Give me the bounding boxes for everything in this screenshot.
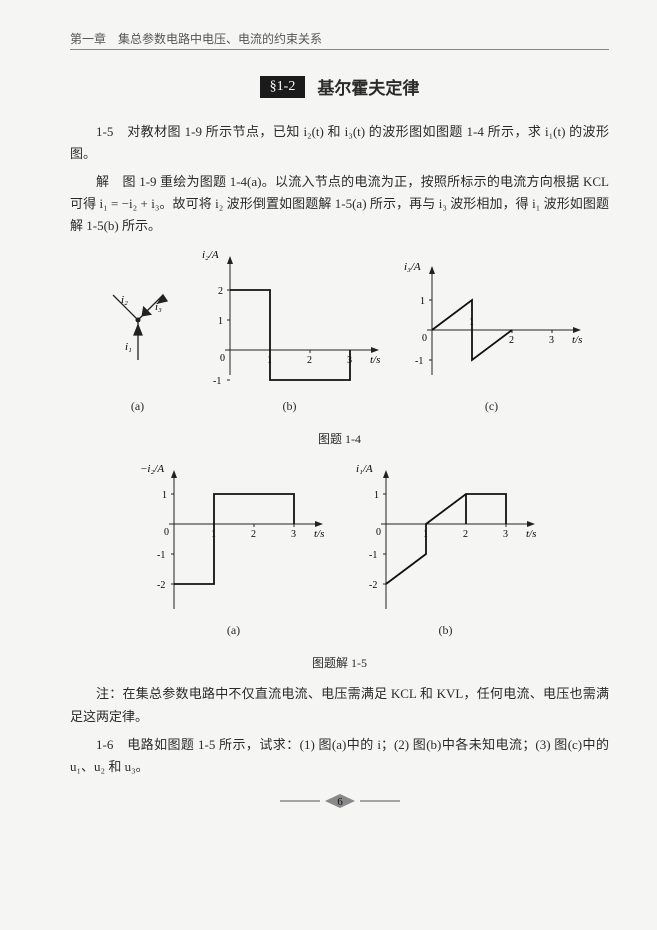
note-text: 注：在集总参数电路中不仅直流电流、电压需满足 KCL 和 KVL，任何电流、电压…: [70, 683, 609, 727]
figure-1-5-row: −i₂/A t/s 1 -1 -2 0 1 2 3 (a): [70, 459, 609, 650]
svg-text:i₂/A: i₂/A: [202, 249, 219, 261]
svg-text:i₂: i₂: [121, 294, 128, 306]
fig14a-label: (a): [93, 399, 183, 414]
svg-text:2: 2: [463, 529, 468, 540]
svg-text:3: 3: [503, 529, 508, 540]
page-number-ornament: 6: [70, 792, 609, 810]
fig15b-chart: i₁/A t/s 1 -1 -2 0 1 2 3 (b): [346, 459, 546, 650]
fig15b-label: (b): [346, 623, 546, 638]
svg-text:0: 0: [422, 333, 427, 344]
figure-1-4-row: i₂ i₃ i₁ (a) i₂/A t/s 2 1 -1: [70, 245, 609, 426]
section-heading: §1-2 基尔霍夫定律: [70, 74, 609, 99]
svg-text:-1: -1: [157, 550, 165, 561]
page-header: 第一章 集总参数电路中电压、电流的约束关系: [70, 30, 609, 50]
svg-text:3: 3: [291, 529, 296, 540]
figure-1-5-caption: 图题解 1-5: [70, 654, 609, 671]
fig15a-chart: −i₂/A t/s 1 -1 -2 0 1 2 3 (a): [134, 459, 334, 650]
svg-text:0: 0: [220, 353, 225, 364]
svg-text:0: 0: [164, 527, 169, 538]
fig14c-chart: i₃/A t/s 1 -1 0 1 2 3 (c): [397, 245, 587, 426]
svg-text:1: 1: [218, 316, 223, 327]
svg-text:1: 1: [162, 490, 167, 501]
figure-1-4-caption: 图题 1-4: [70, 430, 609, 447]
svg-text:3: 3: [549, 335, 554, 346]
svg-text:i₃/A: i₃/A: [404, 261, 421, 273]
section-number-box: §1-2: [260, 76, 306, 98]
svg-text:2: 2: [307, 355, 312, 366]
svg-text:t/s: t/s: [370, 354, 380, 366]
svg-text:0: 0: [376, 527, 381, 538]
svg-text:-2: -2: [369, 580, 377, 591]
svg-text:i₃: i₃: [155, 301, 162, 313]
page-number: 6: [337, 796, 343, 808]
svg-text:2: 2: [218, 286, 223, 297]
problem-1-5: 1-5 对教材图 1-9 所示节点，已知 i₂(t) 和 i₃(t) 的波形图如…: [70, 121, 609, 165]
problem-1-6: 1-6 电路如图题 1-5 所示，试求：(1) 图(a)中的 i；(2) 图(b…: [70, 734, 609, 778]
fig14b-chart: i₂/A t/s 2 1 -1 0 1 2 3 (b): [195, 245, 385, 426]
fig15a-label: (a): [134, 623, 334, 638]
svg-text:t/s: t/s: [526, 528, 536, 540]
fig14b-label: (b): [195, 399, 385, 414]
svg-text:i₁: i₁: [125, 341, 132, 353]
svg-text:-1: -1: [415, 356, 423, 367]
svg-text:2: 2: [509, 335, 514, 346]
svg-text:t/s: t/s: [572, 334, 582, 346]
svg-text:-1: -1: [369, 550, 377, 561]
svg-text:1: 1: [420, 296, 425, 307]
fig14c-label: (c): [397, 399, 587, 414]
svg-text:i₁/A: i₁/A: [356, 463, 373, 475]
fig14a-node-diagram: i₂ i₃ i₁ (a): [93, 265, 183, 426]
svg-text:1: 1: [374, 490, 379, 501]
svg-text:-1: -1: [213, 376, 221, 387]
section-title-text: 基尔霍夫定律: [317, 79, 419, 98]
svg-text:2: 2: [251, 529, 256, 540]
solution-1-5: 解 图 1-9 重绘为图题 1-4(a)。以流入节点的电流为正，按照所标示的电流…: [70, 171, 609, 237]
svg-text:t/s: t/s: [314, 528, 324, 540]
svg-text:−i₂/A: −i₂/A: [140, 463, 164, 475]
svg-text:-2: -2: [157, 580, 165, 591]
